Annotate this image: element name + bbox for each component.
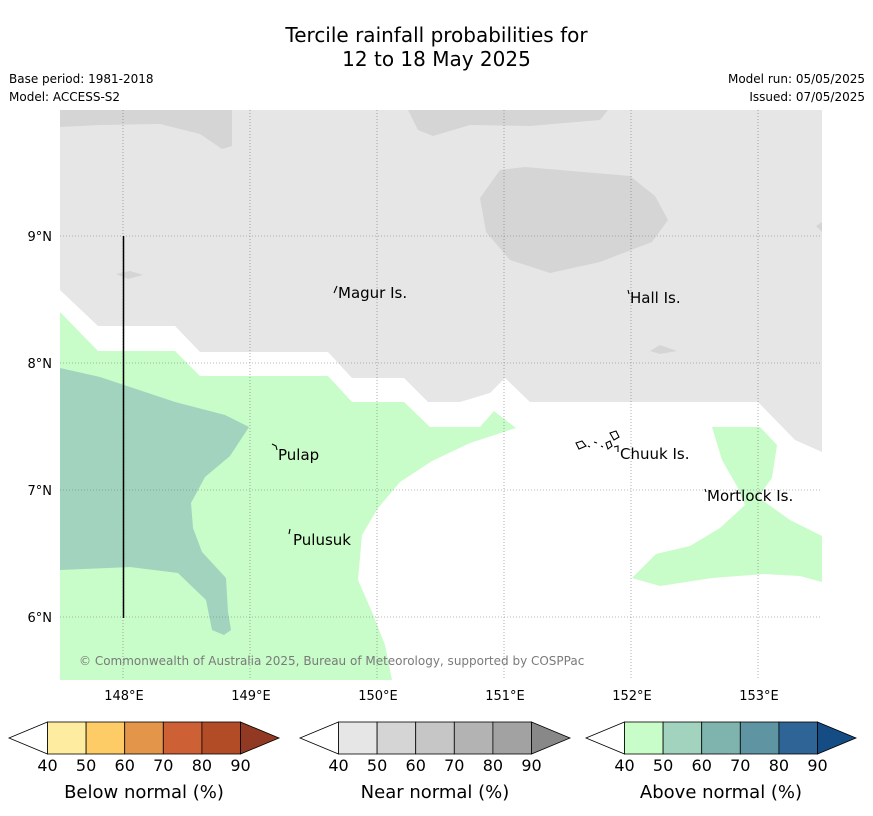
base-period-text: Base period: 1981-2018 <box>9 72 154 86</box>
lon-label-149e: 149°E <box>231 689 271 704</box>
lat-label-9n: 9°N <box>28 230 53 245</box>
near-normal-50-patch-edge <box>816 222 822 232</box>
near-normal-50-patch-small2 <box>650 345 677 354</box>
island-pulusuk <box>288 528 291 535</box>
meta-right: Model run: 05/05/2025 Issued: 07/05/2025 <box>728 70 865 106</box>
above-normal-colorbar-tick: 40 <box>614 756 634 775</box>
near-normal-colorbar-tick: 80 <box>483 756 503 775</box>
above-normal-colorbar-tick: 70 <box>730 756 750 775</box>
below-normal-colorbar-high-arrow <box>240 721 281 755</box>
near-normal-50-patch-central <box>480 167 668 273</box>
above-normal-colorbar-segment <box>739 721 780 755</box>
island-chuuk-6 <box>587 445 591 448</box>
below-normal-colorbar-tick: 60 <box>115 756 135 775</box>
lon-label-150e: 150°E <box>358 689 398 704</box>
island-chuuk-7 <box>600 445 604 448</box>
below-normal-colorbar-label: Below normal (%) <box>64 782 224 803</box>
island-outlines <box>271 285 707 535</box>
colorbar-legends: 40 50 60 70 80 90 Below normal (%) 40 50 60 70 80 90… <box>7 721 858 803</box>
near-normal-colorbar-segment <box>376 721 417 755</box>
place-label-pulusuk: Pulusuk <box>293 531 351 549</box>
island-pulap <box>271 443 278 451</box>
place-label-magur: Magur Is. <box>338 284 407 302</box>
above-normal-colorbar-high-arrow <box>817 721 858 755</box>
below-normal-colorbar-segment <box>124 721 164 755</box>
above-normal-50-region-west <box>60 368 249 635</box>
island-chuuk-1 <box>575 440 587 450</box>
island-chuuk-5 <box>593 441 598 444</box>
place-label-pulap: Pulap <box>278 446 319 464</box>
above-normal-colorbar-segment <box>778 721 818 755</box>
near-normal-colorbar-label: Near normal (%) <box>361 782 510 803</box>
above-normal-colorbar-segment <box>624 721 664 755</box>
near-normal-colorbar-segment <box>492 721 532 755</box>
above-normal-colorbar-segment <box>701 721 741 755</box>
below-normal-colorbar-segment <box>47 721 87 755</box>
near-normal-colorbar-segment <box>453 721 494 755</box>
copyright-text: © Commonwealth of Australia 2025, Bureau… <box>79 654 584 668</box>
above-normal-colorbar-label: Above normal (%) <box>640 782 802 803</box>
below-normal-colorbar-segment <box>85 721 126 755</box>
above-normal-colorbar: 40 50 60 70 80 90 Above normal (%) <box>584 721 858 803</box>
island-mortlock <box>704 488 707 493</box>
near-normal-50-patch-nw <box>60 110 232 149</box>
lat-label-6n: 6°N <box>28 611 53 626</box>
island-magur <box>333 285 338 294</box>
near-normal-colorbar-tick: 60 <box>406 756 426 775</box>
near-normal-colorbar-tick: 70 <box>444 756 464 775</box>
model-run-text: Model run: 05/05/2025 <box>727 72 865 86</box>
near-normal-colorbar-low-arrow <box>298 721 339 755</box>
near-normal-colorbar-segment <box>338 721 378 755</box>
below-normal-colorbar-tick: 50 <box>76 756 96 775</box>
above-normal-40-region-east <box>632 427 822 586</box>
lon-label-153e: 153°E <box>739 689 779 704</box>
near-normal-colorbar-tick: 40 <box>328 756 348 775</box>
near-normal-colorbar: 40 50 60 70 80 90 Near normal (%) <box>298 721 572 803</box>
below-normal-colorbar-low-arrow <box>7 721 48 755</box>
above-normal-colorbar-low-arrow <box>584 721 625 755</box>
above-normal-colorbar-tick: 50 <box>653 756 673 775</box>
below-normal-colorbar-segment <box>162 721 203 755</box>
model-text: Model: ACCESS-S2 <box>9 90 121 104</box>
below-normal-colorbar-tick: 90 <box>230 756 250 775</box>
below-normal-colorbar-tick: 70 <box>153 756 173 775</box>
place-label-hall: Hall Is. <box>630 289 681 307</box>
lon-label-151e: 151°E <box>485 689 525 704</box>
near-normal-colorbar-high-arrow <box>531 721 572 755</box>
below-normal-colorbar-segment <box>201 721 241 755</box>
near-normal-colorbar-tick: 50 <box>367 756 387 775</box>
island-chuuk-3 <box>605 440 613 450</box>
island-chuuk-2 <box>609 430 620 441</box>
map-panel <box>60 110 822 680</box>
place-label-mortlock: Mortlock Is. <box>707 487 793 505</box>
lat-label-7n: 7°N <box>28 484 53 499</box>
above-normal-colorbar-tick: 80 <box>769 756 789 775</box>
below-normal-colorbar-tick: 40 <box>37 756 57 775</box>
near-normal-colorbar-segment <box>415 721 455 755</box>
map-title-line1: Tercile rainfall probabilities for <box>285 23 588 47</box>
island-hall <box>627 289 630 295</box>
meta-left: Base period: 1981-2018 Model: ACCESS-S2 <box>9 70 154 106</box>
lon-label-152e: 152°E <box>612 689 652 704</box>
lon-label-148e: 148°E <box>104 689 144 704</box>
near-normal-50-patch-north <box>408 110 608 136</box>
below-normal-colorbar: 40 50 60 70 80 90 Below normal (%) <box>7 721 281 803</box>
above-normal-colorbar-segment <box>662 721 703 755</box>
near-normal-50-patches <box>60 110 822 354</box>
map-title-line2: 12 to 18 May 2025 <box>342 47 531 71</box>
above-normal-colorbar-tick: 90 <box>807 756 827 775</box>
place-label-chuuk: Chuuk Is. <box>620 445 689 463</box>
island-chuuk-4 <box>613 445 619 452</box>
above-normal-colorbar-tick: 60 <box>692 756 712 775</box>
below-normal-colorbar-tick: 80 <box>192 756 212 775</box>
lat-label-8n: 8°N <box>28 357 53 372</box>
near-normal-colorbar-tick: 90 <box>521 756 541 775</box>
issued-text: Issued: 07/05/2025 <box>749 90 865 104</box>
